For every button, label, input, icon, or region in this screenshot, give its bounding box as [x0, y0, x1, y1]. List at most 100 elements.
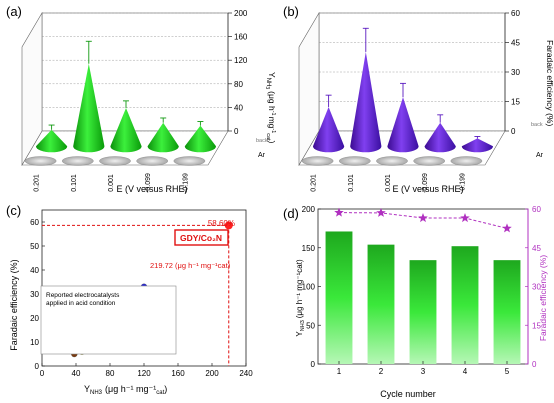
svg-text:YNH3(μg h⁻¹ mg⁻¹cat): YNH3(μg h⁻¹ mg⁻¹cat)	[295, 259, 306, 337]
x-tick-label: 200	[205, 369, 219, 378]
svg-text:YNH3(μg h-1mg-1cat): YNH3(μg h-1mg-1cat)	[264, 72, 277, 144]
ar-disk	[136, 156, 169, 166]
panel-a-y-tick-label: 80	[234, 80, 243, 89]
ar-disk	[301, 156, 334, 166]
fe-point	[334, 207, 344, 217]
fe-point	[376, 207, 386, 217]
side-wall	[298, 11, 320, 167]
cycle-bar	[451, 246, 479, 364]
panel-b-tag: (b)	[283, 4, 299, 19]
panel-b-x-tick-label: -0.199	[459, 173, 466, 193]
panel-b-y-tick-label: 15	[511, 98, 520, 107]
panel-a-y-tick-label: 40	[234, 103, 243, 112]
panel-a-x-tick-label: 0.101	[71, 174, 78, 192]
panel-b-y-tick-label: 30	[511, 68, 520, 77]
panel-b-x-tick-label: 0.201	[311, 174, 318, 192]
cone-bar	[424, 122, 456, 153]
panel-a-y-tick-label: 200	[234, 9, 248, 18]
ar-disk	[376, 156, 408, 166]
ar-disk	[61, 156, 94, 166]
x-tick-label: 5	[505, 367, 510, 376]
panel-b-y-tick-label: 0	[511, 127, 516, 136]
legend-title-1: Reported electrocatalysts	[46, 292, 120, 299]
y2-tick-label: 45	[532, 244, 541, 253]
panel-c-xlabel: YNH3 (μg h⁻¹ mg⁻¹cat)	[84, 384, 167, 396]
ar-disk	[99, 156, 131, 166]
y2-tick-label: 0	[532, 360, 537, 369]
ar-disk	[173, 156, 206, 166]
cone-bar	[387, 97, 419, 153]
svg-text:YNH3(μg h⁻¹ mg⁻¹cat): YNH3(μg h⁻¹ mg⁻¹cat)	[84, 384, 167, 396]
y-tick-label: 50	[306, 321, 315, 330]
legend-title-2: applied in acid condition	[46, 300, 116, 307]
panel-a-x-tick-label: -0.099	[145, 173, 152, 193]
y-tick-label: 20	[30, 314, 39, 323]
panel-b-ylabel: Faradaic efficiency (%)	[545, 40, 554, 126]
cycle-bar	[367, 244, 395, 364]
ar-disk	[24, 156, 57, 166]
fe-line	[338, 212, 508, 229]
x-tick-label: 120	[137, 369, 151, 378]
ar-disk	[450, 156, 483, 166]
cone-bar	[184, 125, 217, 153]
cycle-bar	[409, 260, 437, 364]
cone-bar	[73, 63, 105, 153]
panel-a-y-tick-label: 0	[234, 127, 239, 136]
cone-bar	[350, 51, 382, 153]
panel-a-x-tick-label: -0.199	[182, 173, 189, 193]
y-tick-label: 200	[302, 205, 316, 214]
highlight-yield-label: 219.72 (μg h⁻¹ mg⁻¹cat)	[150, 261, 231, 270]
y2-tick-label: 15	[532, 321, 541, 330]
panel-d-ylabel-right: Faradaic efficiency (%)	[538, 255, 548, 341]
x-tick-label: 160	[171, 369, 185, 378]
y-tick-label: 50	[30, 242, 39, 251]
fe-point	[460, 213, 470, 223]
y-tick-label: 100	[302, 283, 316, 292]
panel-b-y-tick-label: 45	[511, 39, 520, 48]
panel-b-back-label: back	[531, 122, 543, 128]
panel-d-ylabel-left: YNH3(μg h⁻¹ mg⁻¹cat)	[295, 259, 306, 337]
panel-b-x-tick-label: 0.001	[385, 174, 392, 192]
cycle-bar	[493, 260, 521, 364]
panel-a-x-tick-label: 0.001	[108, 174, 115, 192]
x-tick-label: 3	[421, 367, 426, 376]
x-tick-label: 80	[106, 369, 115, 378]
x-tick-label: 2	[379, 367, 384, 376]
panel-b-x-tick-label: -0.099	[422, 173, 429, 193]
panel-d-xlabel: Cycle number	[380, 389, 436, 399]
panel-b-xlabel: E (V versus RHE)	[392, 184, 463, 194]
fe-point	[502, 223, 512, 233]
legend-box	[40, 285, 177, 355]
fe-point	[418, 213, 428, 223]
panel-b-y-tick-label: 60	[511, 9, 520, 18]
panel-d-tag: (d)	[283, 206, 299, 221]
x-tick-label: 1	[337, 367, 342, 376]
x-tick-label: 240	[239, 369, 253, 378]
panel-a-y-tick-label: 160	[234, 33, 248, 42]
panel-a-y-tick-label: 120	[234, 56, 248, 65]
cone-bar	[312, 106, 345, 153]
y-tick-label: 0	[311, 360, 316, 369]
cone-bar	[110, 107, 142, 153]
cycle-bar	[325, 231, 353, 364]
highlight-name: GDY/Co₂N	[180, 233, 222, 243]
x-tick-label: 40	[72, 369, 81, 378]
cone-bar	[147, 122, 179, 153]
y-tick-label: 40	[30, 266, 39, 275]
highlight-fe-label: 58.60%	[208, 219, 235, 228]
panel-b-ar-label: Ar	[536, 152, 544, 159]
panel-a-ar-label: Ar	[258, 152, 266, 159]
panel-b-x-tick-label: 0.101	[348, 174, 355, 192]
y2-tick-label: 30	[532, 283, 541, 292]
panel-a-back-label: back	[256, 138, 268, 144]
panel-a-ylabel: YNH3(μg h-1mg-1cat)	[264, 72, 277, 144]
cone-bar	[461, 138, 494, 153]
x-tick-label: 0	[40, 369, 45, 378]
panel-c-tag: (c)	[6, 203, 21, 218]
ar-disk	[338, 156, 371, 166]
panel-a-tag: (a)	[6, 4, 22, 19]
ar-disk	[413, 156, 446, 166]
highlight-box	[174, 229, 229, 246]
